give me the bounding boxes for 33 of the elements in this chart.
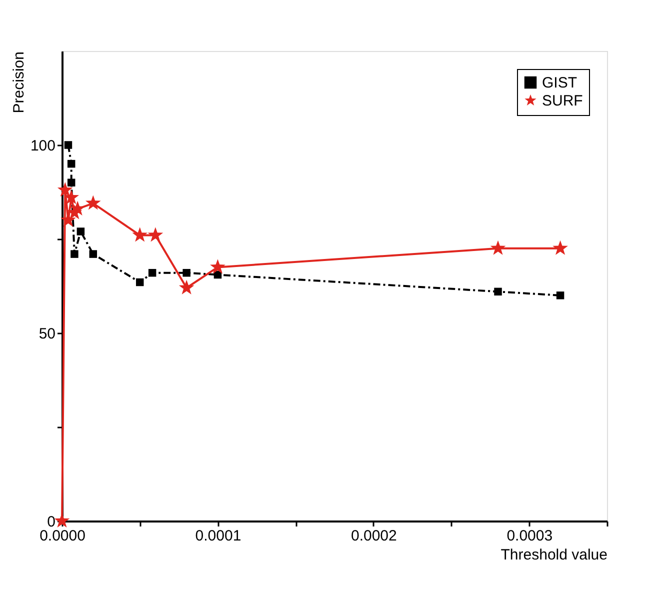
- point: [490, 240, 506, 255]
- point: [552, 240, 568, 255]
- point: [136, 278, 144, 286]
- point: [85, 195, 101, 210]
- x-axis-title: Threshold value: [500, 546, 608, 564]
- point: [556, 292, 564, 300]
- point: [54, 512, 70, 528]
- point: [132, 227, 148, 242]
- y-tick-label: 100: [30, 138, 56, 154]
- x-tick-label: 0.0003: [506, 528, 553, 544]
- x-tick-label: 0.0000: [40, 528, 86, 544]
- point: [76, 228, 85, 236]
- x-tick-label: 0.0002: [350, 528, 397, 544]
- y-tick-label: 50: [38, 326, 56, 342]
- point: [67, 160, 76, 168]
- point: [210, 259, 226, 274]
- legend-label: SURF: [542, 92, 583, 110]
- point: [57, 182, 73, 197]
- point: [67, 178, 76, 186]
- point: [178, 280, 194, 294]
- point: [70, 200, 86, 216]
- point: [64, 190, 79, 204]
- point: [148, 227, 164, 242]
- point: [182, 268, 190, 277]
- y-tick-label: 0: [47, 514, 56, 530]
- legend-label: GIST: [542, 74, 578, 92]
- point: [494, 288, 502, 296]
- point: [64, 141, 72, 149]
- point: [148, 268, 156, 277]
- point: [70, 250, 78, 258]
- point: [89, 250, 98, 258]
- x-tick-label: 0.0001: [195, 528, 242, 544]
- y-axis-title: Precision: [10, 52, 28, 114]
